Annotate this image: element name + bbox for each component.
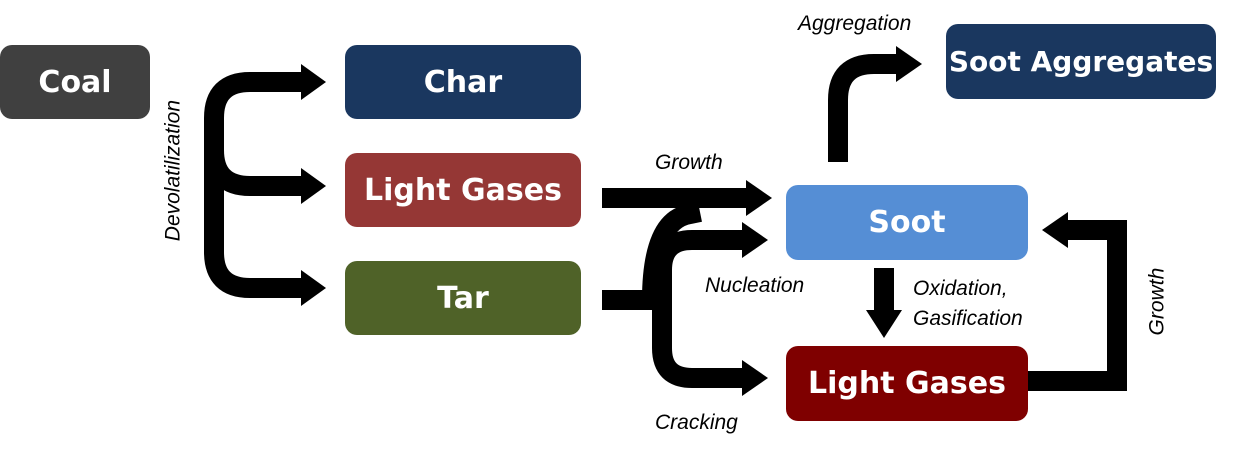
node-light-gases-1-label: Light Gases [364, 172, 562, 208]
arrowhead-char [301, 64, 326, 100]
arrowhead-nucleation-soot [742, 222, 768, 258]
label-nucleation: Nucleation [705, 274, 805, 297]
arrowhead-growth-soot [746, 180, 772, 216]
label-growth-right: Growth [1145, 267, 1169, 336]
node-tar-label: Tar [437, 280, 489, 316]
node-light-gases-1: Light Gases [345, 153, 581, 227]
label-cracking: Cracking [655, 411, 738, 434]
label-devolatilization: Devolatilization [161, 99, 185, 242]
cracking-arrow-line [652, 300, 744, 388]
aggregation-arrow-line [828, 54, 898, 162]
label-oxidation-line1: Oxidation, [913, 277, 1008, 300]
node-soot-aggregates-label: Soot Aggregates [948, 45, 1214, 78]
arrowhead-growth-loop [1042, 212, 1068, 248]
label-aggregation: Aggregation [798, 12, 912, 35]
arrowhead-oxidation [866, 310, 902, 338]
node-light-gases-2-label: Light Gases [808, 366, 1006, 401]
devolatilization-branch-light-gases [204, 149, 303, 196]
label-oxidation: Oxidation, Gasification [913, 274, 1023, 335]
node-char-label: Char [423, 64, 503, 100]
arrowhead-tar [301, 270, 326, 306]
node-coal-label: Coal [38, 64, 112, 100]
arrowhead-aggregation [896, 46, 922, 82]
node-light-gases-2: Light Gases [786, 346, 1028, 421]
arrowhead-cracking-light-gases [742, 360, 768, 396]
nucleation-inner-curve [642, 202, 702, 301]
growth-loop-line [1018, 220, 1127, 391]
arrowhead-light-gases-1 [301, 168, 326, 204]
node-soot: Soot [786, 185, 1028, 260]
node-soot-aggregates: Soot Aggregates [946, 24, 1216, 99]
label-growth-top: Growth [655, 151, 723, 174]
devolatilization-bracket [204, 72, 303, 298]
node-tar: Tar [345, 261, 581, 335]
node-char: Char [345, 45, 581, 119]
node-soot-label: Soot [868, 205, 946, 240]
label-oxidation-line2: Gasification [913, 307, 1023, 331]
node-coal: Coal [0, 45, 150, 119]
